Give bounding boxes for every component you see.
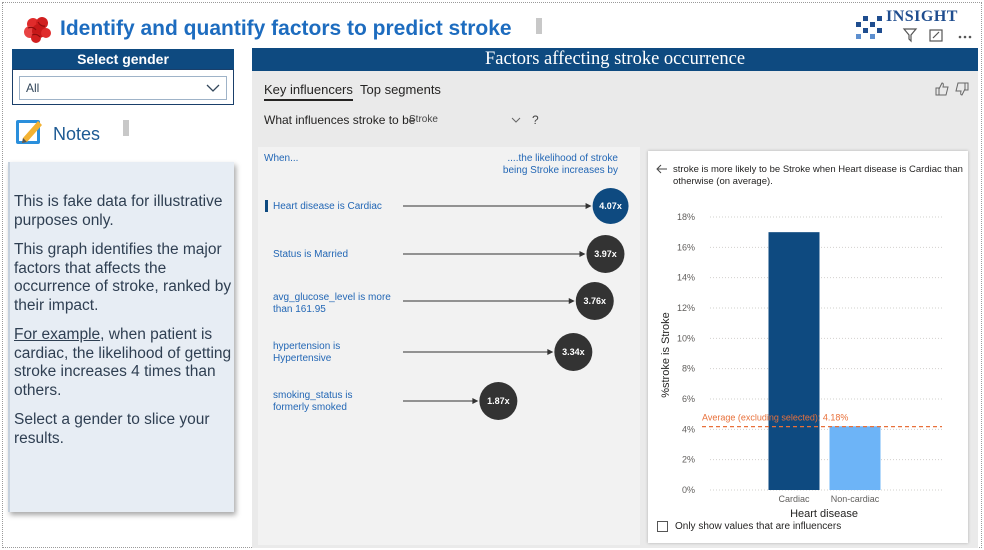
y-tick-label: 4% (682, 424, 695, 434)
gender-dropdown[interactable]: All (19, 76, 227, 100)
influencer-bubble[interactable] (479, 382, 518, 420)
y-tick-label: 8% (682, 364, 695, 374)
notes-paragraph: Select a gender to slice your results. (14, 411, 210, 447)
influencer-value: 4.07x (599, 201, 622, 211)
influencers-only-label: Only show values that are influencers (675, 521, 842, 532)
reference-line-label: Average (excluding selected): 4.18% (702, 413, 848, 423)
y-tick-label: 14% (677, 273, 695, 283)
y-axis-title: %stroke is Stroke (660, 312, 672, 398)
notes-marker (123, 120, 129, 136)
influence-question: What influences stroke to be (264, 113, 416, 127)
focus-mode-icon[interactable] (929, 29, 943, 42)
logo-text: INSIGHT (886, 8, 958, 25)
y-tick-label: 0% (682, 485, 695, 495)
influencer-value: 3.97x (594, 249, 617, 259)
gender-slicer: All (12, 69, 234, 105)
bar (829, 426, 881, 490)
influencer-label[interactable]: smoking_status is formerly smoked (273, 390, 353, 413)
visual-header-icons (902, 28, 972, 43)
influencer-label[interactable]: Heart disease is Cardiac (273, 201, 382, 212)
selected-indicator (265, 200, 268, 212)
influencer-value: 3.76x (583, 296, 606, 306)
notes-paragraph: This graph identifies the major factors … (14, 241, 232, 314)
back-arrow-icon[interactable] (656, 164, 668, 174)
notes-paragraph: This is fake data for illustrative purpo… (14, 193, 223, 229)
x-tick-label: Cardiac (778, 494, 810, 504)
y-tick-label: 18% (677, 212, 695, 222)
tab-top-segments[interactable]: Top segments (360, 82, 441, 97)
more-options-icon[interactable] (958, 35, 972, 39)
brain-icon (24, 17, 51, 43)
influencer-arrow-head (568, 298, 575, 304)
x-tick-label: Non-cardiac (831, 494, 880, 504)
y-tick-label: 10% (677, 333, 695, 343)
influencer-bubble[interactable] (586, 235, 625, 273)
influencer-value: 3.34x (562, 347, 585, 357)
influencer-bars: 4.07x 3.97x 3.76x 3.34x 1.87x (403, 188, 629, 420)
influencer-label[interactable]: avg_glucose_level is more than 161.95 (273, 292, 391, 315)
influencer-bubble[interactable] (554, 333, 593, 371)
visual-title: Factors affecting stroke occurrence (252, 48, 978, 71)
notepad-pencil-icon (16, 120, 42, 144)
title-marker (536, 18, 542, 34)
influencer-value: 1.87x (487, 396, 510, 406)
stroke-rate-chart: 0% 2% 4% 6% 8% 10% 12% 14% 16% 18% Cardiac Non-card… (660, 212, 942, 520)
feedback-icons (935, 82, 969, 96)
filter-icon[interactable] (902, 28, 918, 43)
influencers-only-checkbox[interactable] (657, 521, 668, 532)
target-value-dropdown[interactable]: Stroke (409, 113, 523, 129)
influencer-label[interactable]: Status is Married (273, 249, 349, 260)
likelihood-column-header: ....the likelihood of stroke being Strok… (502, 153, 618, 176)
influencer-arrow-head (579, 251, 586, 257)
influencer-arrow-head (547, 349, 554, 355)
influencer-arrow-head (472, 398, 479, 404)
bar (768, 232, 820, 490)
notes-paragraph-example: For example, when patient is cardiac, th… (14, 326, 232, 400)
influencer-bubble[interactable] (592, 188, 629, 224)
influencer-label[interactable]: hypertension is Hypertensive (273, 341, 341, 364)
x-axis-title: Heart disease (790, 508, 858, 520)
target-value: Stroke (409, 114, 438, 125)
influencer-bubble[interactable] (575, 282, 614, 320)
thumbs-up-icon[interactable] (935, 82, 949, 96)
y-tick-label: 6% (682, 394, 695, 404)
notes-card (8, 162, 234, 512)
gender-dropdown-value: All (26, 81, 40, 95)
notes-label: Notes (53, 124, 101, 144)
notes-text: This is fake data for illustrative purpo… (14, 193, 232, 459)
tab-key-influencers[interactable]: Key influencers (264, 82, 353, 101)
page-title: Identify and quantify factors to predict… (60, 17, 512, 40)
example-text: , when patient is cardiac, the likelihoo… (14, 326, 232, 399)
example-link: For example (14, 326, 101, 343)
y-tick-label: 12% (677, 303, 695, 313)
when-column-header: When... (264, 153, 299, 164)
help-icon[interactable]: ? (532, 113, 539, 127)
detail-title: stroke is more likely to be Stroke when … (673, 164, 963, 187)
y-tick-label: 16% (677, 242, 695, 252)
y-tick-label: 2% (682, 455, 695, 465)
thumbs-down-icon[interactable] (955, 82, 969, 96)
insight-logo-icon (856, 16, 882, 39)
chevron-down-icon (511, 117, 521, 123)
influencer-arrow-head (585, 203, 592, 209)
chevron-down-icon (206, 84, 220, 92)
slicer-title: Select gender (12, 49, 234, 69)
